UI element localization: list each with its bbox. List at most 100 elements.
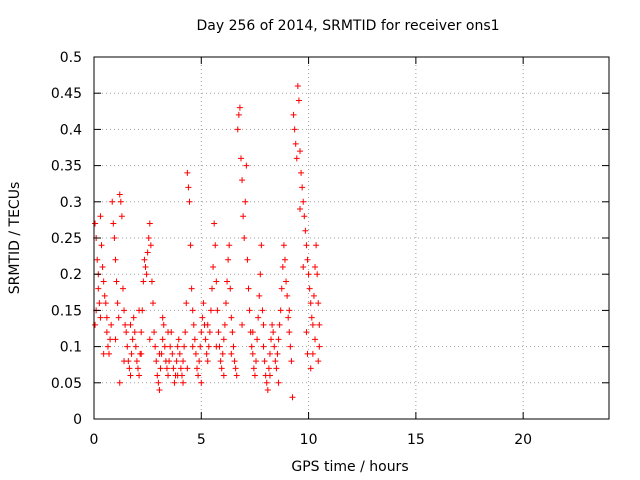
data-point [185, 184, 192, 191]
data-point [213, 278, 220, 285]
data-point [288, 358, 295, 365]
data-point [264, 387, 271, 394]
data-point [239, 321, 246, 328]
data-point [300, 263, 307, 270]
data-point [222, 300, 229, 307]
data-point [218, 365, 225, 372]
data-point [189, 307, 196, 314]
data-point [127, 321, 134, 328]
data-point [291, 126, 298, 133]
data-point [154, 372, 161, 379]
data-point [175, 336, 182, 343]
data-point [206, 329, 213, 336]
data-point [261, 358, 268, 365]
data-point [228, 314, 235, 321]
data-point [118, 213, 125, 220]
data-point [315, 300, 322, 307]
y-tick-label: 0.45 [51, 86, 82, 102]
data-point [116, 379, 123, 386]
y-tick-label: 0.05 [51, 376, 82, 392]
data-point [254, 336, 261, 343]
data-point [173, 358, 180, 365]
data-point [98, 242, 105, 249]
data-point [229, 329, 236, 336]
data-point [313, 242, 320, 249]
data-point [233, 372, 240, 379]
data-point [160, 321, 167, 328]
data-point [236, 104, 243, 111]
data-point [256, 292, 263, 299]
data-point [127, 372, 134, 379]
data-point [198, 379, 205, 386]
data-point [250, 365, 257, 372]
data-point [133, 358, 140, 365]
data-point [303, 242, 310, 249]
data-point [286, 329, 293, 336]
x-tick-label: 20 [514, 432, 532, 448]
data-point [188, 285, 195, 292]
data-point [167, 343, 174, 350]
data-point [196, 358, 203, 365]
data-point [251, 372, 258, 379]
data-point [266, 372, 273, 379]
data-point [304, 350, 311, 357]
data-point [226, 242, 233, 249]
data-point [249, 350, 256, 357]
data-point [259, 307, 266, 314]
data-point [302, 227, 309, 234]
data-point [309, 350, 316, 357]
data-point [249, 329, 256, 336]
data-point [269, 321, 276, 328]
data-point [273, 365, 280, 372]
data-point [309, 321, 316, 328]
data-point [148, 278, 155, 285]
data-point [138, 329, 145, 336]
data-point [146, 220, 153, 227]
data-point [182, 329, 189, 336]
data-point [214, 307, 221, 314]
data-point [244, 256, 251, 263]
data-point [121, 307, 128, 314]
x-tick-label: 15 [407, 432, 425, 448]
data-point [159, 336, 166, 343]
data-point [134, 365, 141, 372]
data-point [97, 213, 104, 220]
data-point [304, 256, 311, 263]
data-point [235, 111, 242, 118]
data-point [265, 365, 272, 372]
data-point [169, 350, 176, 357]
data-point [170, 365, 177, 372]
data-point [253, 358, 260, 365]
data-point [140, 278, 147, 285]
data-point [197, 343, 204, 350]
data-point [294, 82, 301, 89]
data-point [279, 263, 286, 270]
data-point [221, 321, 228, 328]
data-point [289, 394, 296, 401]
data-point [102, 300, 109, 307]
data-point [308, 314, 315, 321]
data-point [266, 350, 273, 357]
data-point [315, 358, 322, 365]
data-point [136, 307, 143, 314]
data-point [129, 336, 136, 343]
data-point [198, 329, 205, 336]
y-tick-label: 0.1 [60, 340, 82, 356]
data-point [141, 256, 148, 263]
data-point [117, 198, 124, 205]
data-point [225, 256, 232, 263]
data-point [278, 285, 285, 292]
data-point [228, 350, 235, 357]
data-point [150, 300, 157, 307]
data-point [194, 365, 200, 372]
data-point [155, 379, 162, 386]
data-points [92, 82, 323, 401]
data-point [177, 365, 184, 372]
data-point [215, 329, 222, 336]
data-point [115, 314, 122, 321]
data-point [112, 336, 119, 343]
data-point [275, 336, 282, 343]
data-point [246, 307, 253, 314]
data-point [290, 111, 297, 118]
